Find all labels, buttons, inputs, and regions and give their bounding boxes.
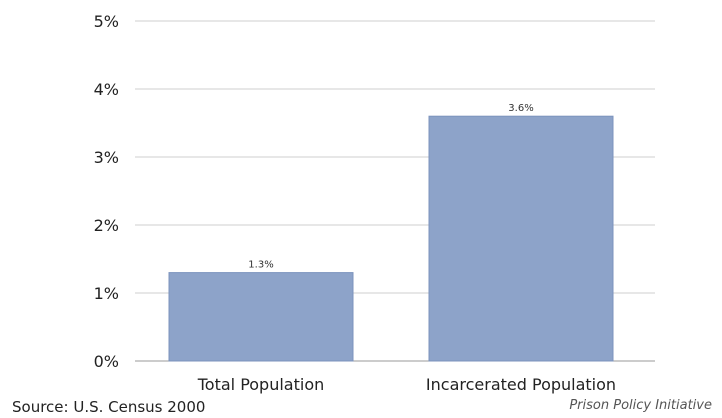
x-tick-label: Incarcerated Population — [426, 375, 616, 394]
x-tick-label: Total Population — [197, 375, 325, 394]
y-tick-label: 2% — [94, 216, 119, 235]
credit-note: Prison Policy Initiative — [569, 398, 712, 413]
y-tick-label: 4% — [94, 80, 119, 99]
y-tick-label: 0% — [94, 352, 119, 371]
y-tick-label: 5% — [94, 12, 119, 31]
bar-chart: 0% 1% 2% 3% 4% 5% 1.3% Total Population 3.6% Inca… — [94, 12, 655, 394]
bar-value-label: 3.6% — [508, 103, 533, 114]
bar — [168, 272, 354, 362]
y-tick-label: 1% — [94, 284, 119, 303]
source-note: Source: U.S. Census 2000 — [12, 398, 206, 416]
bar-value-label: 1.3% — [248, 260, 273, 271]
bar — [428, 115, 614, 362]
y-tick-label: 3% — [94, 148, 119, 167]
